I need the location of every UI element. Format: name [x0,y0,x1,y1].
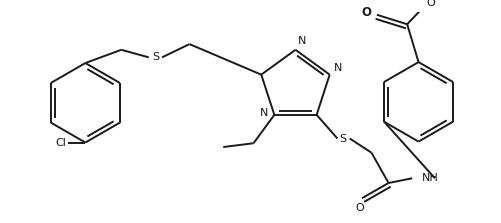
Text: O: O [426,0,434,8]
Text: NH: NH [421,173,437,183]
Text: N: N [260,108,268,118]
Text: N: N [297,36,305,46]
Text: O: O [355,203,364,213]
Text: Cl: Cl [56,138,66,148]
Text: S: S [151,52,159,62]
Text: N: N [333,63,341,73]
Text: O: O [361,6,370,19]
Text: S: S [339,134,346,144]
